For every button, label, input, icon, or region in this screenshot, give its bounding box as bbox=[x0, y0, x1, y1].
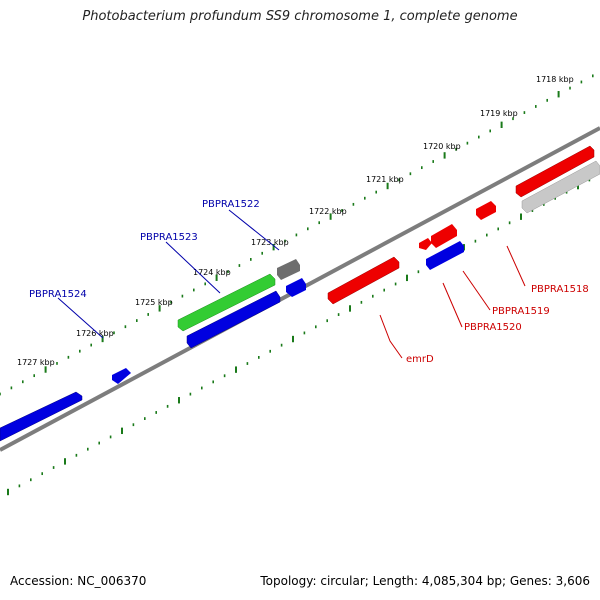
gene-forward-topright[interactable] bbox=[515, 145, 595, 198]
kbp-label: 1722 kbp bbox=[309, 207, 347, 216]
gene-label-pbpra1519[interactable]: PBPRA1519 bbox=[492, 306, 550, 317]
gene-pbpra1520-blue[interactable] bbox=[426, 241, 464, 270]
gene-pbpra1523[interactable] bbox=[177, 273, 276, 332]
gene-pbpra1520[interactable] bbox=[419, 238, 432, 250]
gene-label-pbpra1518[interactable]: PBPRA1518 bbox=[531, 284, 589, 295]
kbp-label: 1726 kbp bbox=[76, 329, 114, 338]
gene-label-pbpra1522[interactable]: PBPRA1522 bbox=[202, 199, 260, 210]
gene-pbpra1519[interactable] bbox=[431, 224, 457, 248]
kbp-label: 1718 kbp bbox=[536, 75, 574, 84]
kbp-label: 1719 kbp bbox=[480, 109, 518, 118]
gene-pbpra1524[interactable] bbox=[0, 391, 83, 442]
kbp-label: 1727 kbp bbox=[17, 358, 55, 367]
gene-label-emrd[interactable]: emrD bbox=[406, 354, 434, 365]
genome-stats-text: Topology: circular; Length: 4,085,304 bp… bbox=[260, 574, 590, 588]
gene-label-pbpra1523[interactable]: PBPRA1523 bbox=[140, 232, 198, 243]
gene-labels: PBPRA1522 PBPRA1523 PBPRA1524 PBPRA1518 … bbox=[29, 199, 589, 365]
gene-pbpra1518-small[interactable] bbox=[476, 201, 496, 220]
kbp-label: 1721 kbp bbox=[366, 175, 404, 184]
kbp-tick-track-inner bbox=[7, 178, 591, 496]
kbp-tick-track-outer bbox=[0, 74, 594, 396]
label-leaders bbox=[57, 209, 526, 359]
gene-label-pbpra1524[interactable]: PBPRA1524 bbox=[29, 289, 87, 300]
map-title: Photobacterium profundum SS9 chromosome … bbox=[82, 9, 518, 24]
gene-emrd[interactable] bbox=[327, 256, 400, 305]
gene-reverse-blue-1[interactable] bbox=[186, 290, 281, 349]
gene-pbpra1518[interactable] bbox=[521, 160, 600, 214]
gene-label-pbpra1520[interactable]: PBPRA1520 bbox=[464, 322, 522, 333]
gene-pbpra1522[interactable] bbox=[277, 259, 300, 280]
gene-reverse-blue-2[interactable] bbox=[286, 278, 306, 297]
kbp-label: 1725 kbp bbox=[135, 298, 173, 307]
kbp-label: 1724 kbp bbox=[193, 268, 231, 277]
kbp-label: 1720 kbp bbox=[423, 142, 461, 151]
gene-pbpra1524-fragment[interactable] bbox=[112, 368, 131, 384]
gene-track-forward bbox=[0, 145, 595, 442]
accession-text: Accession: NC_006370 bbox=[10, 574, 147, 588]
gene-track-reverse bbox=[186, 160, 600, 349]
